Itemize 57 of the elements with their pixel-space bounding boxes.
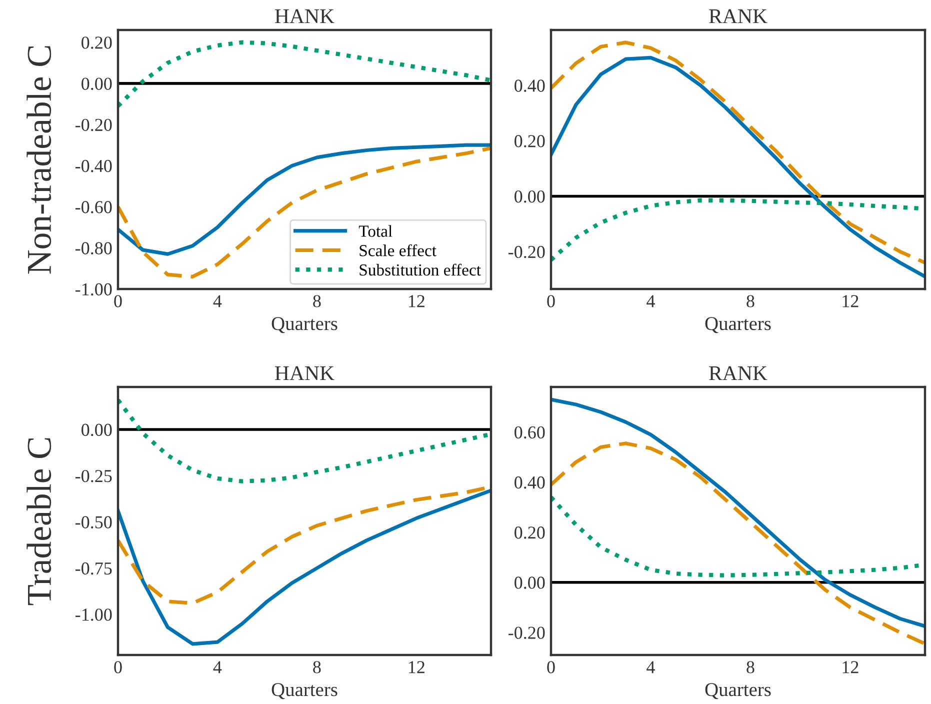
y-tick-label: -1.00 xyxy=(76,608,112,621)
x-tick-label: 0 xyxy=(547,661,555,674)
x-tick-label: 4 xyxy=(213,661,222,674)
y-axis-title: Non-tradeable C xyxy=(26,46,52,274)
x-tick-label: 8 xyxy=(313,661,321,674)
x-tick-label: 0 xyxy=(114,295,122,308)
line-series xyxy=(118,146,491,278)
chart-title: RANK xyxy=(709,366,768,380)
y-tick-label: 0.00 xyxy=(82,78,112,90)
x-tick-label: 4 xyxy=(213,295,222,308)
y-tick-label: -0.20 xyxy=(508,626,545,639)
y-tick-label: -0.40 xyxy=(76,160,112,172)
y-tick-label: -0.80 xyxy=(76,242,112,254)
x-tick-label: 12 xyxy=(408,661,424,674)
chart-title: RANK xyxy=(709,9,768,24)
y-tick-label: -0.60 xyxy=(76,201,112,214)
chart-title: HANK xyxy=(275,366,334,380)
line-series xyxy=(118,488,491,646)
y-tick-label: 0.20 xyxy=(514,526,545,539)
x-axis-title: Quarters xyxy=(705,317,771,334)
line-series xyxy=(118,40,491,108)
y-tick-label: 0.20 xyxy=(514,135,545,148)
line-series xyxy=(118,143,491,256)
line-series xyxy=(551,442,925,646)
x-tick-label: 12 xyxy=(408,295,424,308)
x-axis-title: Quarters xyxy=(272,317,338,334)
x-tick-label: 0 xyxy=(114,661,122,674)
x-axis-title: Quarters xyxy=(272,683,338,700)
legend-label: Scale effect xyxy=(360,244,436,256)
x-axis-title: Quarters xyxy=(705,683,771,700)
y-tick-label: -0.25 xyxy=(76,470,112,482)
x-tick-label: 8 xyxy=(746,295,754,308)
y-tick-label: -0.50 xyxy=(76,516,112,528)
legend-label: Substitution effect xyxy=(360,264,481,276)
y-tick-label: -0.20 xyxy=(508,246,545,258)
x-tick-label: 12 xyxy=(842,295,858,308)
y-tick-label: -0.75 xyxy=(76,562,112,575)
line-series xyxy=(118,398,491,484)
x-tick-label: 0 xyxy=(547,295,555,308)
y-tick-label: 0.20 xyxy=(82,36,112,49)
line-series xyxy=(551,398,925,628)
y-tick-label: -1.00 xyxy=(76,283,112,296)
y-axis-title: Tradeable C xyxy=(26,438,52,606)
y-tick-label: 0.00 xyxy=(514,190,545,203)
y-tick-label: 0.00 xyxy=(82,424,112,436)
y-tick-label: -0.20 xyxy=(76,118,112,132)
x-tick-label: 4 xyxy=(646,661,655,674)
x-tick-label: 12 xyxy=(842,661,858,674)
x-tick-label: 4 xyxy=(646,295,655,308)
y-tick-label: 0.40 xyxy=(514,80,545,92)
x-tick-label: 8 xyxy=(746,661,754,674)
x-tick-label: 8 xyxy=(313,295,321,308)
legend-label: Total xyxy=(358,225,392,237)
y-tick-label: 0.60 xyxy=(514,426,545,439)
y-tick-label: 0.00 xyxy=(514,576,545,589)
y-tick-label: 0.40 xyxy=(514,476,545,489)
chart-title: HANK xyxy=(275,9,334,24)
